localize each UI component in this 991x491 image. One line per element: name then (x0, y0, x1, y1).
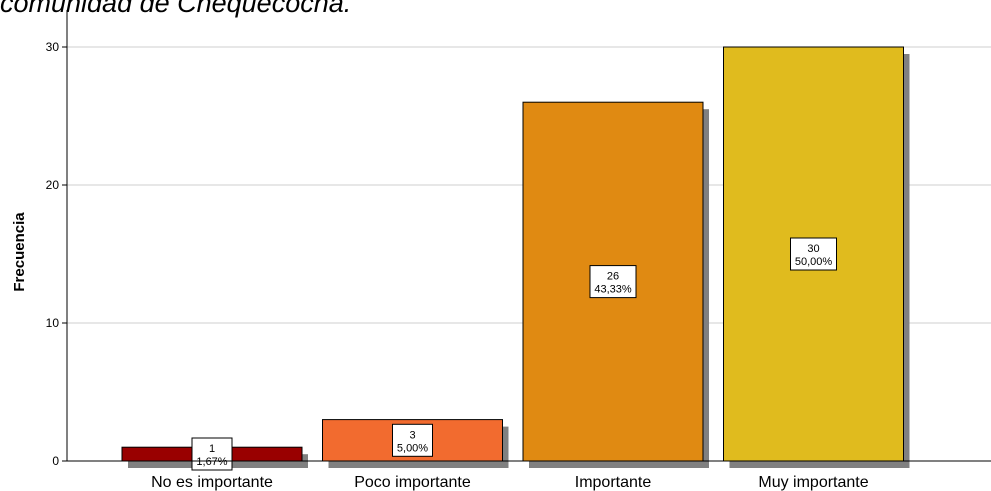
y-tick-label: 30 (46, 40, 60, 54)
data-label-box (191, 437, 233, 471)
data-label-box (392, 423, 433, 457)
x-category-label: No es importante (151, 474, 273, 491)
chart-title: comunidad de Chequecocha. (0, 0, 352, 18)
data-label-percent: 1,67% (196, 456, 227, 468)
data-label-box (589, 265, 637, 299)
data-label-count: 26 (607, 271, 619, 283)
x-category-label: Importante (575, 474, 652, 491)
data-label-percent: 5,00% (397, 442, 428, 454)
y-tick-label: 20 (46, 178, 60, 192)
x-category-label: Poco importante (354, 474, 471, 491)
y-axis-label: Frecuencia (11, 212, 28, 292)
data-label-box (790, 237, 837, 271)
y-tick-label: 0 (52, 454, 59, 468)
data-label-count: 30 (807, 243, 819, 255)
data-label-percent: 50,00% (795, 256, 833, 268)
data-label-count: 3 (409, 429, 415, 441)
y-tick-label: 10 (46, 316, 60, 330)
data-label-count: 1 (209, 443, 215, 455)
data-label-percent: 43,33% (594, 284, 632, 296)
x-category-label: Muy importante (758, 474, 868, 491)
